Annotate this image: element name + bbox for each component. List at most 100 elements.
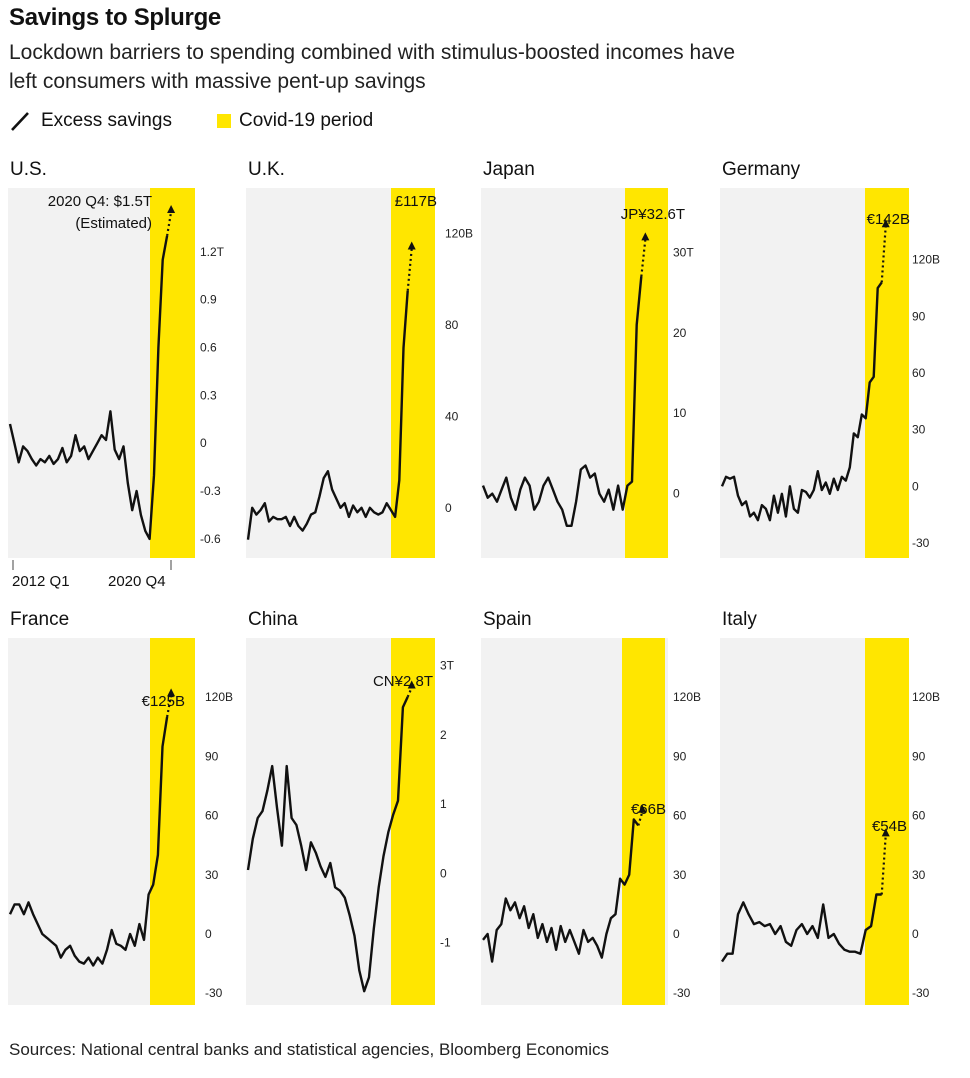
y-tick-label-spain: -30 [673,986,691,1000]
y-tick-label-u-s: -0.3 [200,484,221,498]
y-tick-label-spain: 30 [673,868,687,882]
y-tick-label-italy: 60 [912,809,926,823]
panel-title-italy: Italy [722,609,757,630]
excess-savings-line-japan [481,276,643,527]
y-tick-label-u-k: 120B [445,227,473,241]
panel-spain: Spain 120B 90 60 30 0 -30 €66B [481,609,701,1005]
annotation-germany: €142B [867,211,910,228]
panel-title-spain: Spain [483,609,532,630]
panel-italy: Italy 120B 90 60 30 0 -30 €54B [720,609,940,1005]
y-tick-label-u-k: 40 [445,409,459,423]
y-tick-label-spain: 90 [673,749,687,763]
y-tick-label-germany: 120B [912,253,940,267]
y-tick-label-italy: 30 [912,868,926,882]
estimate-arrow-spain [638,804,647,813]
y-tick-label-italy: 0 [912,927,919,941]
panel-japan: Japan 30T 20 10 0 JP¥32.6T [481,159,694,558]
panel-title-germany: Germany [722,159,801,180]
estimate-arrow-germany [881,219,890,228]
y-tick-label-france: 30 [205,868,219,882]
chart-subtitle-line-1: Lockdown barriers to spending combined w… [9,41,736,64]
source-note: Sources: National central banks and stat… [9,1040,610,1059]
y-tick-label-germany: -30 [912,536,930,550]
excess-savings-line-france [8,716,169,967]
y-tick-label-japan: 10 [673,406,687,420]
y-tick-label-u-s: 0.3 [200,388,217,402]
annotation-u-s: 2020 Q4: $1.5T [48,193,152,210]
y-tick-label-u-k: 0 [445,501,452,515]
excess-savings-line-germany [720,281,883,522]
estimate-dotted-line-u-k [406,248,413,291]
excess-savings-line-u-k [246,290,409,540]
covid-band-france [150,638,195,1005]
y-tick-label-italy: 90 [912,749,926,763]
y-tick-label-japan: 20 [673,326,687,340]
annotation-u-s: (Estimated) [75,215,152,232]
legend-covid-swatch [217,114,231,128]
y-tick-label-germany: 30 [912,423,926,437]
chart-title: Savings to Splurge [9,4,221,31]
x-tick-label-end: 2020 Q4 [108,573,166,590]
y-tick-label-france: 0 [205,927,212,941]
y-tick-label-france: 90 [205,749,219,763]
y-tick-label-france: 120B [205,690,233,704]
x-tick-label-start: 2012 Q1 [12,573,70,590]
y-tick-label-italy: -30 [912,986,930,1000]
panel-france: France 120B 90 60 30 0 -30 €125B [8,609,233,1005]
panel-title-u-k: U.K. [248,159,285,180]
covid-band-italy [865,638,909,1005]
estimate-dotted-line-china [406,687,413,698]
y-tick-label-spain: 120B [673,690,701,704]
excess-savings-line-spain [482,818,640,963]
panel-title-france: France [10,609,69,630]
y-tick-label-france: 60 [205,809,219,823]
y-tick-label-germany: 0 [912,479,919,493]
panel-title-china: China [248,609,298,630]
panel-title-u-s: U.S. [10,159,47,180]
covid-band-spain [622,638,665,1005]
y-tick-label-china: 0 [440,866,447,880]
covid-band-japan [625,188,668,558]
excess-savings-line-china [246,696,409,993]
annotation-france: €125B [142,693,185,710]
y-tick-label-spain: 0 [673,927,680,941]
y-tick-label-u-s: -0.6 [200,532,221,546]
estimate-arrow-japan [641,232,650,241]
panel-germany: Germany 120B 90 60 30 0 -30 €142B [720,159,940,558]
estimate-dotted-line-u-s [166,211,173,237]
y-tick-label-u-s: 0.6 [200,340,217,354]
legend-line-label: Excess savings [41,110,172,131]
legend-covid-label: Covid-19 period [239,110,374,131]
y-tick-label-france: -30 [205,986,223,1000]
estimate-arrow-u-k [407,241,416,250]
estimate-arrow-france [167,688,176,697]
y-tick-label-spain: 60 [673,809,687,823]
y-tick-label-japan: 0 [673,487,680,501]
y-tick-label-china: -1 [440,936,451,950]
small-multiples-chart: U.S. 1.2T 0.9 0.6 0.3 0 -0.3 -0.6 2020 Q4: $1.5T… [8,159,940,1005]
y-tick-label-germany: 90 [912,309,926,323]
panel-title-japan: Japan [483,159,535,180]
excess-savings-line-u-s [8,235,169,541]
y-tick-label-italy: 120B [912,690,940,704]
estimate-arrow-italy [881,828,890,837]
legend-item-excess-savings: Excess savings [9,110,172,132]
estimate-dotted-line-france [166,695,173,718]
chart-subtitle-line-2: left consumers with massive pent-up savi… [9,70,426,93]
annotation-spain: €66B [631,801,666,818]
annotation-italy: €54B [872,818,907,835]
estimate-dotted-line-japan [640,239,647,277]
panel-china: China 3T 2 1 0 -1 CN¥2.8T [246,609,455,1005]
excess-savings-line-italy [721,893,882,963]
covid-band-germany [865,188,909,558]
legend-item-covid: Covid-19 period [217,110,373,132]
y-tick-label-u-s: 0 [200,436,207,450]
estimate-dotted-line-spain [637,811,644,826]
annotation-u-k: £117B [395,193,437,210]
y-tick-label-china: 2 [440,728,447,742]
y-tick-label-china: 3T [440,659,455,673]
y-tick-label-germany: 60 [912,366,926,380]
covid-band-china [391,638,435,1005]
y-tick-label-japan: 30T [673,245,694,259]
estimate-arrow-china [407,680,416,689]
